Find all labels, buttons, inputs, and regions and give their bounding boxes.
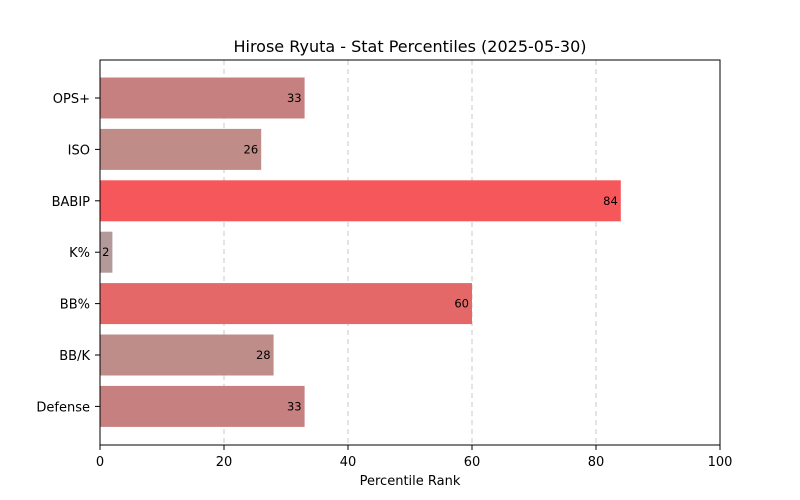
y-tick-label-6: Defense [36,400,90,415]
data-label-0: 33 [287,91,302,105]
x-tick-label-1: 20 [216,455,233,470]
data-label-5: 28 [256,348,271,362]
bars [100,77,621,427]
x-axis-ticks: 0 20 40 60 80 100 [96,445,733,470]
data-label-4: 60 [454,297,469,311]
x-tick-label-2: 40 [340,455,357,470]
chart-title: Hirose Ryuta - Stat Percentiles (2025-05… [233,37,586,56]
bar-4 [100,283,472,325]
y-axis-ticks: OPS+ ISO BABIP K% BB% BB/K Defense [36,92,100,415]
data-label-3: 2 [102,245,109,259]
bar-6 [100,385,305,427]
x-axis-label: Percentile Rank [360,474,461,489]
y-tick-label-5: BB/K [59,349,90,364]
y-tick-label-2: BABIP [52,195,91,210]
grid-lines [223,60,597,445]
bar-1 [100,128,262,170]
bar-2 [100,180,621,222]
data-label-1: 26 [244,142,259,156]
bar-5 [100,334,274,376]
y-tick-label-3: K% [69,246,90,261]
y-tick-label-4: BB% [60,298,90,313]
data-label-6: 33 [287,399,302,413]
x-tick-label-3: 60 [464,455,481,470]
y-tick-label-0: OPS+ [53,92,90,107]
y-tick-label-1: ISO [68,143,90,158]
bar-3 [100,231,113,273]
x-tick-label-0: 0 [96,455,104,470]
bar-0 [100,77,305,119]
data-label-2: 84 [603,194,618,208]
data-labels: 33 26 84 2 60 28 33 [102,91,618,413]
x-tick-label-5: 100 [708,455,733,470]
x-tick-label-4: 80 [588,455,605,470]
